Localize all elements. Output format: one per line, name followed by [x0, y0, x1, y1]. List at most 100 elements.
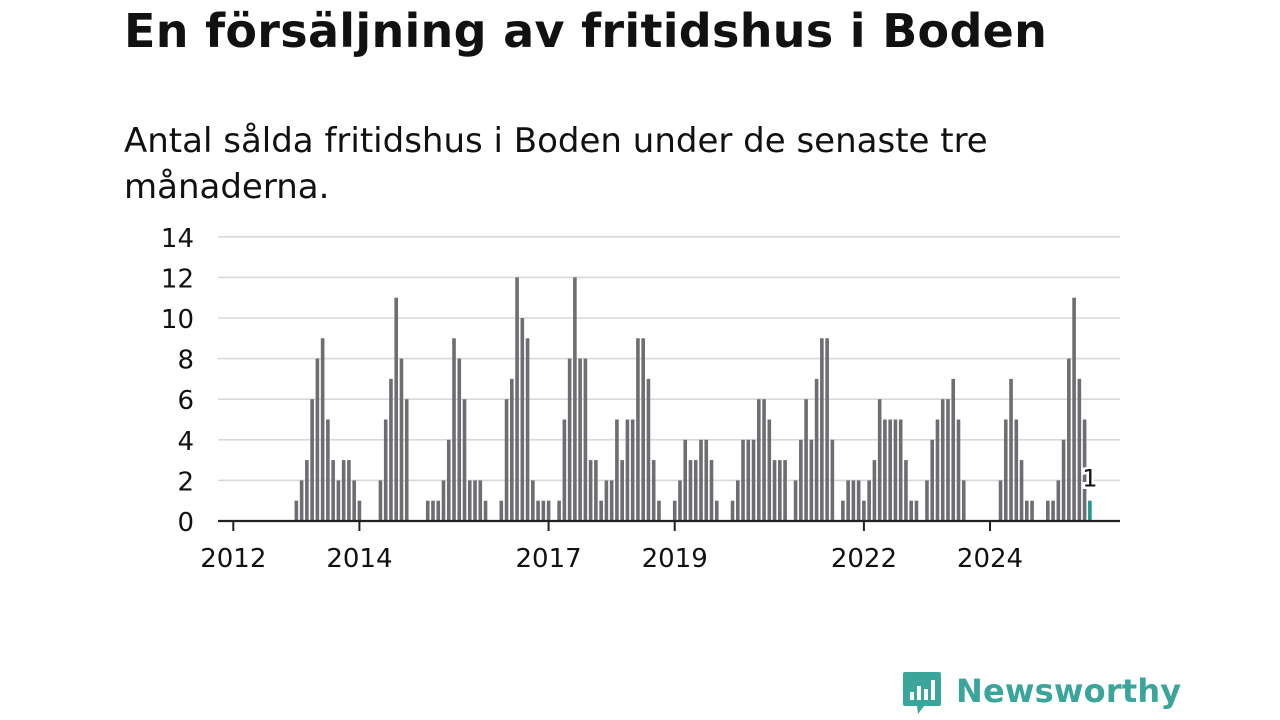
bar — [925, 480, 929, 521]
bar — [347, 460, 351, 521]
bar — [541, 500, 546, 521]
bar — [436, 500, 441, 521]
bar — [478, 480, 483, 521]
y-tick-label: 10 — [161, 305, 194, 335]
highlight-value-label: 1 — [1082, 465, 1097, 493]
bar — [299, 480, 304, 521]
bar — [741, 439, 745, 521]
bar — [898, 419, 903, 521]
bar — [462, 399, 467, 521]
bar — [961, 480, 966, 521]
bar — [872, 460, 877, 521]
bar — [704, 439, 709, 521]
bar — [357, 500, 362, 521]
bar — [320, 338, 325, 521]
bar — [457, 358, 462, 521]
bar — [683, 439, 688, 521]
bar-chart: 0 2 4 6 8 10 12 14 2012 2014 2017 2019 2022 2024 1 — [161, 224, 1120, 574]
bar — [693, 460, 698, 521]
bar — [473, 480, 477, 521]
bar — [441, 480, 446, 521]
bar — [883, 419, 887, 521]
bar — [909, 500, 913, 521]
bar — [730, 500, 735, 521]
bar — [510, 378, 514, 521]
x-tick-label: 2019 — [642, 544, 708, 574]
bar — [688, 460, 693, 521]
bar — [767, 419, 772, 521]
bar — [557, 500, 561, 521]
bar — [814, 378, 819, 521]
bar — [946, 399, 950, 521]
highlight-annotation: 1 — [1080, 462, 1100, 495]
bar — [888, 419, 892, 521]
gridlines — [218, 236, 1120, 482]
bar — [914, 500, 919, 521]
bar — [1077, 378, 1082, 521]
bar — [446, 439, 451, 521]
bar — [804, 399, 808, 521]
newsworthy-logo-icon — [903, 672, 941, 714]
chart-headline: En försäljning av fritidshus i Boden — [124, 4, 1048, 58]
y-tick-label: 0 — [177, 508, 194, 538]
bar — [625, 419, 630, 521]
bar — [1019, 460, 1024, 521]
bar — [1014, 419, 1019, 521]
y-tick-label: 2 — [177, 467, 194, 497]
bar — [305, 460, 309, 521]
bar — [699, 439, 703, 521]
bar — [378, 480, 383, 521]
bar — [940, 399, 945, 521]
x-tick-label: 2014 — [326, 544, 392, 574]
bar — [735, 480, 740, 521]
bar — [452, 338, 456, 521]
x-tick-label: 2022 — [831, 544, 897, 574]
bar — [841, 500, 845, 521]
bar — [1003, 419, 1008, 521]
bar — [1030, 500, 1034, 521]
bar — [862, 500, 866, 521]
bar — [856, 480, 861, 521]
bar — [893, 419, 898, 521]
bar — [820, 338, 824, 521]
bar — [546, 500, 551, 521]
bar — [1056, 480, 1061, 521]
x-axis-ticks: 2012 2014 2017 2019 2022 2024 — [200, 521, 1023, 574]
bar — [651, 460, 656, 521]
bar — [1025, 500, 1029, 521]
bars — [294, 277, 1092, 521]
x-tick-label: 2024 — [957, 544, 1023, 574]
y-tick-label: 4 — [177, 427, 194, 457]
bar — [389, 378, 393, 521]
bar — [483, 500, 488, 521]
chart-subtitle: Antal sålda fritidshus i Boden under de … — [124, 121, 988, 207]
bar — [657, 500, 661, 521]
bar — [583, 358, 588, 521]
bar — [867, 480, 871, 521]
bar — [594, 460, 598, 521]
bar — [536, 500, 540, 521]
bar — [341, 460, 346, 521]
bar — [604, 480, 609, 521]
bar — [998, 480, 1003, 521]
bar — [525, 338, 530, 521]
bar-highlight — [1088, 500, 1092, 521]
bar — [520, 318, 525, 521]
bar — [678, 480, 682, 521]
bar — [904, 460, 908, 521]
bar — [578, 358, 582, 521]
bar — [431, 500, 435, 521]
bar — [1051, 500, 1055, 521]
bar — [630, 419, 635, 521]
bar — [762, 399, 766, 521]
bar — [467, 480, 472, 521]
bar — [746, 439, 751, 521]
bar — [609, 480, 614, 521]
bar — [331, 460, 335, 521]
y-tick-label: 8 — [177, 346, 194, 376]
bar — [573, 277, 577, 521]
bar — [830, 439, 835, 521]
bar — [799, 439, 803, 521]
bar — [809, 439, 814, 521]
bar — [646, 378, 651, 521]
